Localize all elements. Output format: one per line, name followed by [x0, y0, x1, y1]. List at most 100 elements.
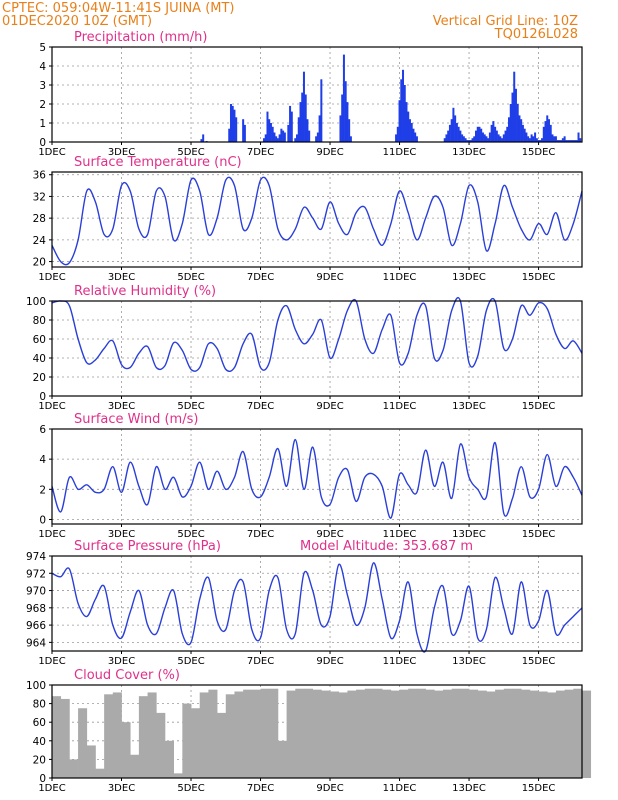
x-tick-label: 7DEC — [247, 147, 274, 158]
precip-bar — [471, 138, 474, 142]
precip-bar — [455, 123, 458, 142]
plot-area — [52, 301, 582, 396]
precip-bar — [229, 104, 232, 142]
precip-bar — [563, 136, 566, 142]
cloud-bar — [382, 689, 392, 778]
precip-bar — [495, 130, 498, 142]
x-tick-label: 11DEC — [383, 529, 417, 540]
precip-bar — [448, 124, 451, 142]
precip-bar — [523, 128, 526, 142]
precip-bar — [549, 124, 552, 142]
x-tick-label: 9DEC — [316, 147, 343, 158]
panels-group: 0 1 2 3 4 5 1DEC 3DEC 5DEC 7DEC 9DEC 11DEC 13DEC 15DE… — [26, 30, 592, 794]
precip-bar — [560, 140, 563, 142]
cloud-bar — [164, 740, 174, 778]
panel-humidity: 0 20 40 60 80 100 1DEC 3DEC 5DEC 7DEC 9DEC 11DEC 13D… — [26, 284, 583, 412]
y-tick-label: 0 — [39, 514, 46, 526]
precip-bar — [457, 126, 460, 142]
x-tick-label: 7DEC — [247, 401, 274, 412]
y-tick-label: 972 — [26, 568, 46, 580]
y-tick-label: 970 — [26, 586, 46, 598]
precip-bar — [480, 128, 483, 142]
precip-bar — [316, 132, 319, 142]
precip-bar — [553, 136, 556, 142]
cloud-bar — [217, 712, 227, 778]
precip-bar — [315, 136, 318, 142]
y-tick-label: 1 — [39, 118, 46, 130]
panel-pressure: 964 966 968 970 972 974 1DEC 3DEC 5DEC 7DEC 9DEC 11… — [26, 539, 583, 667]
cloud-bar — [225, 694, 235, 778]
cloud-bar — [312, 689, 322, 778]
precip-bar — [556, 140, 559, 142]
header-location: CPTEC: 059:04W-11:41S JUINA (MT) — [2, 1, 235, 16]
y-tick-label: 28 — [33, 213, 46, 225]
cloud-bar — [243, 689, 253, 778]
y-tick-label: 24 — [33, 235, 47, 247]
precip-bar — [454, 115, 457, 142]
panel-title: Surface Temperature (nC) — [74, 155, 242, 170]
precip-bar — [476, 126, 479, 142]
precip-bar — [264, 134, 267, 142]
y-tick-label: 80 — [33, 699, 46, 711]
y-tick-label: 3 — [39, 80, 46, 92]
precip-bar — [301, 92, 304, 142]
precip-bar — [283, 132, 286, 142]
y-tick-label: 0 — [39, 137, 46, 149]
precip-bar — [269, 123, 272, 142]
x-tick-label: 13DEC — [452, 529, 486, 540]
cloud-bar — [486, 691, 496, 778]
precip-bar — [407, 111, 410, 142]
precip-bar — [405, 102, 408, 142]
precip-bar — [200, 139, 203, 142]
precip-bar — [278, 134, 281, 142]
y-tick-label: 2 — [39, 484, 46, 496]
precip-bar — [461, 134, 464, 142]
x-tick-label: 3DEC — [108, 272, 135, 283]
y-tick-label: 60 — [33, 334, 46, 346]
precip-bar — [228, 128, 231, 142]
x-tick-label: 1DEC — [38, 147, 65, 158]
cloud-bar — [121, 722, 131, 778]
x-tick-label: 3DEC — [108, 147, 135, 158]
cloud-bar — [390, 690, 400, 778]
cloud-bar — [442, 689, 453, 778]
header-date: 01DEC2020 10Z (GMT) — [2, 14, 152, 29]
x-tick-label: 11DEC — [383, 147, 417, 158]
x-tick-label: 15DEC — [522, 529, 556, 540]
precip-bar — [403, 85, 406, 142]
precip-bar — [443, 138, 446, 142]
plot-frame — [51, 684, 583, 779]
x-tick-label: 11DEC — [383, 272, 417, 283]
header-grid-note: Vertical Grid Line: 10Z — [433, 14, 578, 29]
precip-bar — [502, 134, 505, 142]
cloud-bar — [425, 689, 435, 778]
precip-bar — [551, 134, 554, 142]
panel-cloud-cover: 0 20 40 60 80 100 1DEC 3DEC 5DEC 7DEC 9DEC 11DEC 13D… — [26, 668, 592, 794]
precip-bar — [410, 123, 413, 142]
x-tick-label: 7DEC — [247, 656, 274, 667]
precip-bar — [266, 111, 269, 142]
precip-bar — [450, 119, 453, 142]
cloud-bar — [373, 688, 383, 778]
x-tick-label: 5DEC — [177, 656, 204, 667]
precip-bar — [481, 132, 484, 142]
cloud-bar — [503, 688, 513, 778]
precip-bar — [348, 119, 351, 142]
precip-bar — [402, 69, 405, 142]
cloud-bar — [477, 690, 487, 778]
x-tick-label: 3DEC — [108, 529, 135, 540]
x-tick-label: 9DEC — [316, 529, 343, 540]
precip-bar — [516, 104, 519, 142]
precip-bar — [527, 136, 530, 142]
precip-bar — [468, 140, 471, 142]
precip-bar — [349, 136, 352, 142]
precip-bar — [242, 119, 245, 142]
cloud-bar — [173, 773, 183, 778]
precip-bar — [534, 132, 537, 142]
precip-bar — [415, 136, 418, 142]
x-tick-label: 5DEC — [177, 401, 204, 412]
panel-title: Precipitation (mm/h) — [74, 30, 207, 45]
y-tick-label: 2 — [39, 99, 46, 111]
x-tick-label: 5DEC — [177, 147, 204, 158]
precip-bar — [346, 102, 349, 142]
